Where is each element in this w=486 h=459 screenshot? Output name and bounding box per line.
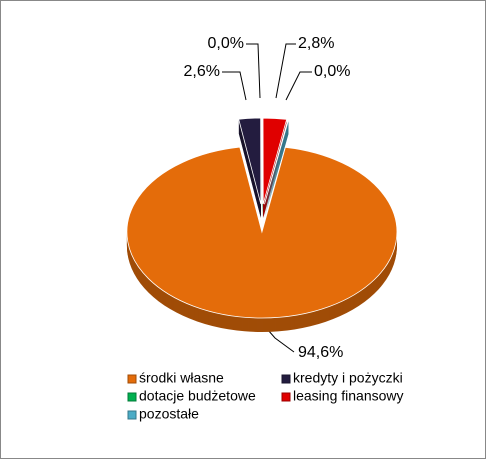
slice-side <box>264 122 289 208</box>
slice <box>238 117 262 205</box>
slice-side <box>264 123 289 209</box>
legend-swatch <box>127 410 137 420</box>
data-label: 0,0% <box>208 35 244 52</box>
slice-side <box>264 133 289 219</box>
data-label: 2,8% <box>298 35 334 52</box>
legend-label: środki własne <box>139 370 224 386</box>
legend-label: dotacje budżetowe <box>139 388 256 404</box>
legend-swatch <box>127 374 137 384</box>
slice-side <box>264 132 289 218</box>
legend-swatch <box>281 392 291 402</box>
slice-side <box>264 127 289 213</box>
data-label: 2,6% <box>184 63 220 80</box>
slice-side <box>264 125 289 211</box>
slice-side <box>264 130 289 216</box>
slice-side <box>264 131 289 217</box>
slice <box>126 146 398 319</box>
slice-side <box>264 126 289 212</box>
slice-side <box>264 128 289 214</box>
legend-label: pozostałe <box>139 406 199 422</box>
slice-side <box>264 121 289 207</box>
leader-line <box>246 43 261 99</box>
slice <box>262 117 288 205</box>
slice-side <box>264 124 289 210</box>
leader-line <box>267 329 295 353</box>
slice <box>261 117 263 205</box>
legend-label: kredyty i pożyczki <box>293 370 403 386</box>
legend-label: leasing finansowy <box>293 388 404 404</box>
legend-swatch <box>281 374 291 384</box>
slice <box>264 119 290 205</box>
data-label: 0,0% <box>314 63 350 80</box>
data-label: 94,6% <box>298 344 343 361</box>
leader-line <box>222 71 247 101</box>
leader-lines <box>222 43 312 353</box>
slice-side <box>264 129 289 215</box>
leader-line <box>275 43 296 99</box>
leader-line <box>285 71 312 101</box>
legend-swatch <box>127 392 137 402</box>
